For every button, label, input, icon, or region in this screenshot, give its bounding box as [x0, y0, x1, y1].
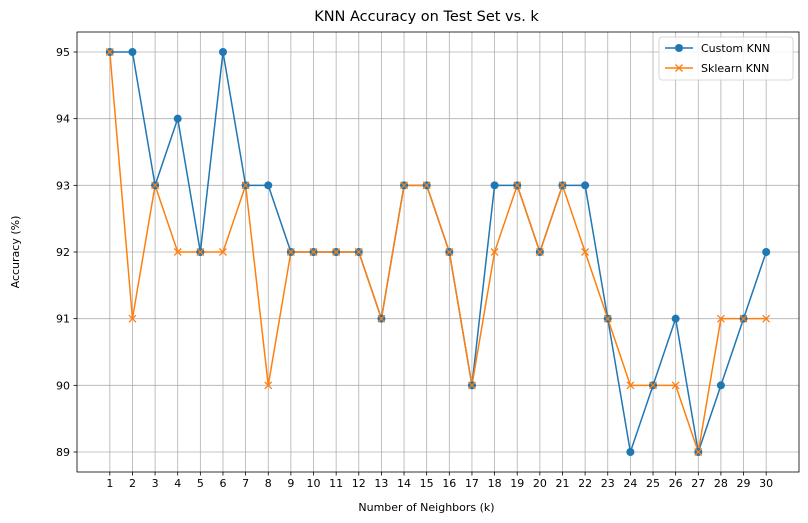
series-2-point: [400, 181, 409, 190]
series-2-point: [173, 248, 182, 256]
x-tick-label: 21: [555, 477, 569, 490]
series-2-point: [513, 181, 522, 190]
x-tick-label: 6: [219, 477, 226, 490]
legend: Custom KNN Sklearn KNN: [658, 36, 794, 81]
y-axis-label: Accuracy (%): [9, 216, 22, 289]
series-2-point: [649, 381, 657, 390]
series-1-point: [581, 181, 590, 190]
series-2-point: [377, 314, 386, 323]
series-2-point: [219, 248, 227, 256]
series-1-point: [626, 448, 635, 456]
y-tick-label: 91: [56, 313, 70, 326]
series-2-point: [467, 381, 476, 390]
series-2-point: [535, 248, 544, 256]
series-1-point: [716, 381, 725, 390]
x-tick-label: 15: [420, 477, 434, 490]
series-1-point: [671, 314, 680, 323]
series-2-point: [286, 248, 295, 256]
y-tick-label: 90: [56, 379, 70, 392]
series-2-point: [128, 314, 137, 323]
series-1-point: [762, 248, 771, 256]
y-tick-label: 94: [56, 113, 70, 126]
series-1-point: [490, 181, 499, 190]
x-tick-label: 3: [152, 477, 159, 490]
legend-marker-2: [675, 64, 683, 72]
x-tick-label: 22: [578, 477, 592, 490]
series-2-point: [241, 181, 250, 190]
x-tick-label: 23: [601, 477, 615, 490]
data-markers: [105, 48, 771, 456]
series-2-point: [309, 248, 318, 256]
series-1-point: [173, 114, 182, 123]
legend-marker-1: [675, 44, 683, 52]
x-tick-label: 12: [352, 477, 366, 490]
x-tick-label: 4: [174, 477, 181, 490]
series-1-point: [264, 181, 273, 190]
x-tick-label: 7: [242, 477, 249, 490]
series-1-point: [218, 48, 227, 56]
series-2-point: [445, 248, 454, 256]
x-tick-label: 16: [442, 477, 456, 490]
x-tick-label: 28: [714, 477, 728, 490]
series-2-point: [354, 248, 363, 256]
series-2-point: [196, 248, 205, 256]
x-tick-label: 5: [197, 477, 204, 490]
x-tick-label: 27: [691, 477, 705, 490]
x-tick-label: 20: [533, 477, 547, 490]
x-tick-label: 2: [129, 477, 136, 490]
series-2-point: [490, 248, 499, 256]
series-2-point: [151, 181, 160, 190]
x-tick-label: 8: [265, 477, 272, 490]
y-tick-label: 89: [56, 446, 70, 459]
series-2-point: [558, 181, 567, 190]
series-2-point: [422, 181, 431, 190]
x-tick-label: 13: [374, 477, 388, 490]
x-tick-label: 10: [307, 477, 321, 490]
series-2-point: [264, 381, 273, 390]
x-tick-label: 30: [759, 477, 773, 490]
series-2-point: [671, 381, 680, 390]
x-tick-label: 17: [465, 477, 479, 490]
series-2-point: [332, 248, 341, 256]
axis-ticks: 1 2 3 4 5 6 7 8 9 10 11 12 13 14 15 16 17 18 19 20 21 22 23 24 2…: [56, 46, 773, 490]
x-tick-label: 1: [106, 477, 113, 490]
x-tick-label: 24: [623, 477, 637, 490]
y-tick-label: 93: [56, 179, 70, 192]
series-2-point: [739, 314, 748, 323]
x-tick-label: 11: [329, 477, 343, 490]
x-tick-label: 18: [488, 477, 502, 490]
x-tick-label: 25: [646, 477, 660, 490]
x-axis-label: Number of Neighbors (k): [358, 501, 494, 514]
x-tick-label: 29: [737, 477, 751, 490]
x-tick-label: 19: [510, 477, 524, 490]
x-tick-label: 9: [287, 477, 294, 490]
legend-label-1: Custom KNN: [701, 42, 770, 55]
series-2-point: [762, 314, 771, 323]
series-2-point: [694, 448, 703, 456]
series-2-point: [626, 381, 635, 390]
legend-label-2: Sklearn KNN: [701, 62, 769, 75]
x-tick-label: 26: [669, 477, 683, 490]
series-2-point: [105, 48, 114, 56]
series-2-point: [581, 248, 590, 256]
chart-title: KNN Accuracy on Test Set vs. k: [314, 9, 539, 25]
series-2-point: [603, 314, 612, 323]
y-tick-label: 92: [56, 246, 70, 259]
series-2-point: [716, 314, 725, 323]
y-tick-label: 95: [56, 46, 70, 59]
x-tick-label: 14: [397, 477, 411, 490]
series-1-point: [128, 48, 137, 56]
